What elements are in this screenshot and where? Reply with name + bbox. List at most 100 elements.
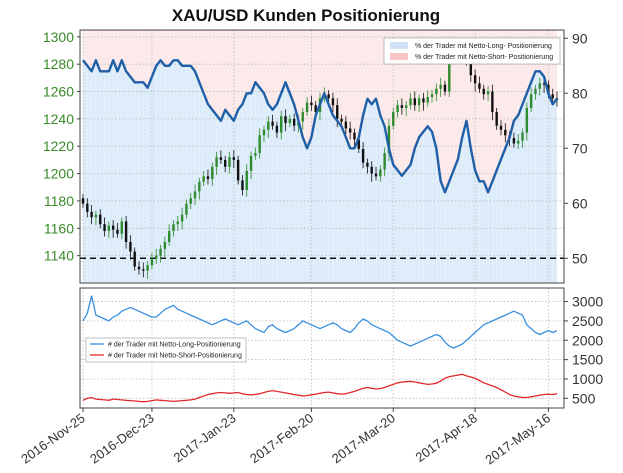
candle-body bbox=[443, 84, 447, 92]
candle-body bbox=[116, 229, 119, 234]
candle-body bbox=[271, 121, 274, 126]
candle-body bbox=[180, 214, 184, 222]
candle-body bbox=[430, 94, 434, 98]
candle-body bbox=[348, 128, 352, 133]
candle-body bbox=[383, 153, 386, 170]
bottom-panel-frame bbox=[79, 287, 565, 409]
candle-body bbox=[211, 166, 214, 180]
legend-label-long: % der Trader mit Netto-Long- Positionier… bbox=[415, 43, 552, 50]
candle-body bbox=[417, 98, 421, 106]
candle-body bbox=[314, 105, 317, 113]
candle-body bbox=[327, 94, 330, 99]
right-tick-label: 50 bbox=[572, 250, 588, 266]
bottom-tick-label: 500 bbox=[572, 390, 596, 406]
short-area-fill bbox=[83, 30, 557, 193]
x-tick-label: 2017-Feb-20 bbox=[247, 410, 316, 466]
left-tick-label: 1300 bbox=[43, 29, 74, 45]
candle-body bbox=[491, 91, 494, 113]
candle-body bbox=[310, 102, 313, 106]
candle-body bbox=[228, 157, 231, 167]
candle-body bbox=[482, 88, 485, 95]
bottom-tick-label: 1000 bbox=[572, 371, 603, 387]
candle-body bbox=[254, 153, 257, 156]
right-tick-label: 60 bbox=[572, 195, 588, 211]
candle-body bbox=[357, 139, 360, 149]
candle-body bbox=[361, 148, 365, 163]
legend-label-short-count: # der Trader mit Netto-Short-Positionier… bbox=[108, 353, 242, 360]
x-tick-label: 2016-Nov-25 bbox=[18, 410, 88, 466]
bottom-legend: # der Trader mit Netto-Long-Positionieru… bbox=[85, 337, 247, 363]
candle-body bbox=[262, 129, 266, 136]
candle-body bbox=[215, 157, 218, 167]
candle-body bbox=[155, 255, 158, 259]
candle-body bbox=[176, 221, 179, 225]
chart-title: XAU/USD Kunden Positionierung bbox=[172, 6, 440, 25]
candle-body bbox=[387, 125, 391, 154]
candle-body bbox=[172, 224, 175, 232]
candle-body bbox=[542, 83, 546, 85]
candle-body bbox=[504, 129, 507, 136]
candle-body bbox=[409, 98, 412, 106]
candle-body bbox=[284, 116, 287, 123]
candle-body bbox=[366, 162, 369, 167]
candle-body bbox=[486, 91, 490, 95]
candle-body bbox=[249, 155, 253, 171]
x-tick-label: 2017-Apr-18 bbox=[413, 410, 480, 465]
candle-body bbox=[336, 105, 339, 119]
candle-body bbox=[124, 221, 128, 242]
candle-body bbox=[86, 203, 89, 212]
bottom-tick-label: 3000 bbox=[572, 294, 603, 310]
candle-body bbox=[439, 84, 442, 89]
top-gridlines bbox=[80, 30, 564, 283]
bottom-tick-label: 1500 bbox=[572, 352, 603, 368]
candle-body bbox=[340, 118, 343, 122]
candle-body bbox=[413, 98, 416, 106]
bottom-legend-box bbox=[85, 337, 247, 363]
left-tick-label: 1140 bbox=[44, 248, 74, 264]
candle-body bbox=[370, 166, 373, 174]
top-legend: % der Trader mit Netto-Long- Positionier… bbox=[383, 37, 561, 65]
candle-body bbox=[422, 98, 425, 103]
net-short-count-line bbox=[82, 373, 558, 403]
x-tick-label: 2017-May-16 bbox=[482, 410, 553, 467]
candle-body bbox=[374, 173, 378, 177]
candle-body bbox=[224, 159, 227, 167]
left-tick-label: 1280 bbox=[43, 56, 74, 72]
legend-swatch-short bbox=[390, 53, 408, 60]
candle-body bbox=[426, 97, 429, 103]
candle-body bbox=[258, 135, 261, 154]
legend-label-long-count: # der Trader mit Netto-Long-Positionieru… bbox=[108, 342, 241, 349]
candle-body bbox=[525, 107, 529, 133]
candle-body bbox=[245, 170, 248, 191]
candle-body bbox=[267, 121, 270, 130]
top-legend-box bbox=[383, 37, 561, 65]
candle-body bbox=[379, 169, 382, 177]
candle-body bbox=[534, 88, 537, 95]
candle-body bbox=[150, 258, 154, 266]
right-tick-label: 70 bbox=[572, 140, 588, 156]
top-panel: 1140 1160 1180 1200 1220 1240 1260 1280 1300 50 6… bbox=[43, 29, 588, 284]
right-axis-ticks: 50 60 70 80 90 bbox=[564, 30, 588, 266]
candle-body bbox=[232, 157, 236, 160]
candle-body bbox=[305, 102, 309, 113]
net-long-count-line bbox=[82, 295, 558, 349]
candle-body bbox=[111, 225, 115, 230]
left-axis-ticks: 1140 1160 1180 1200 1220 1240 1260 1280 1300 bbox=[43, 29, 80, 264]
bottom-tick-label: 2000 bbox=[572, 332, 603, 348]
x-tick-label: 2016-Dec-23 bbox=[87, 410, 157, 466]
candle-body bbox=[133, 251, 136, 267]
left-tick-label: 1240 bbox=[43, 111, 74, 127]
bottom-tick-label: 2500 bbox=[572, 313, 603, 329]
right-tick-label: 80 bbox=[572, 85, 588, 101]
candle-body bbox=[301, 112, 304, 122]
left-tick-label: 1160 bbox=[44, 220, 74, 236]
candle-body bbox=[292, 118, 296, 126]
candle-body bbox=[99, 214, 102, 225]
bottom-panel: 500 1000 1500 2000 2500 3000 # der Trader mit… bbox=[79, 287, 603, 409]
left-tick-label: 1260 bbox=[43, 84, 74, 100]
candle-body bbox=[478, 83, 481, 89]
candle-body bbox=[280, 116, 283, 133]
candle-body bbox=[202, 176, 205, 182]
candle-body bbox=[551, 94, 554, 99]
